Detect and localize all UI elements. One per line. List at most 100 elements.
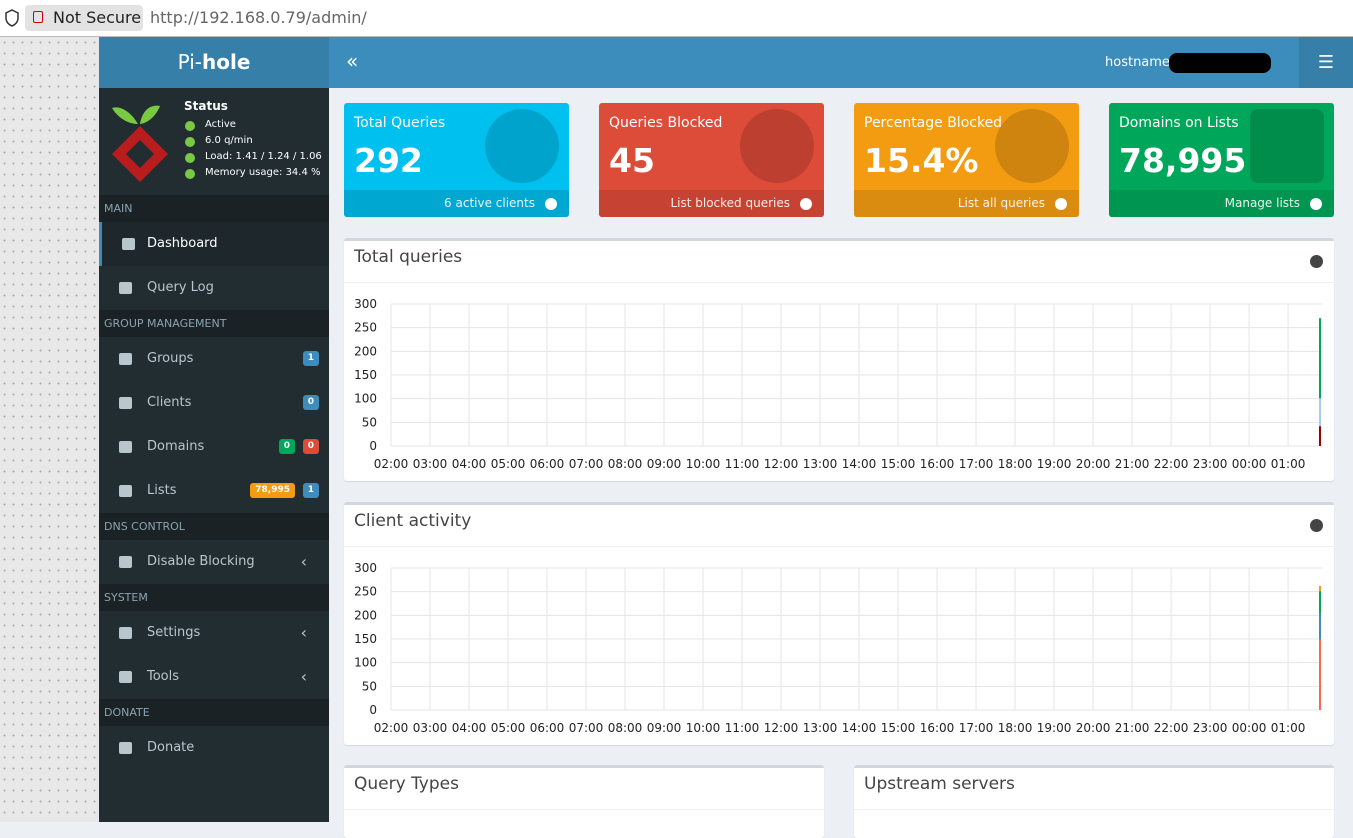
stat-footer[interactable]: 6 active clients (344, 190, 569, 217)
stat-icon (1250, 109, 1324, 183)
panel: Query Types (344, 765, 824, 838)
stat-footer[interactable]: Manage lists (1109, 190, 1334, 217)
status-icon (185, 137, 195, 147)
x-tick-label: 02:00 (374, 457, 409, 471)
menu-item[interactable]: Groups 1 (99, 337, 329, 381)
menu-icon (119, 397, 132, 409)
x-tick-label: 10:00 (686, 721, 721, 735)
x-tick-label: 20:00 (1076, 721, 1111, 735)
y-tick-label: 250 (354, 321, 377, 335)
x-tick-label: 15:00 (881, 457, 916, 471)
menu-item[interactable]: Tools ‹ (99, 655, 329, 699)
divider (344, 282, 1334, 283)
status-icon (185, 121, 195, 131)
x-tick-label: 12:00 (764, 721, 799, 735)
bar-segment (1319, 591, 1321, 614)
security-text: Not Secure (53, 8, 142, 27)
stat-title: Domains on Lists (1119, 115, 1239, 131)
redaction (1169, 53, 1271, 73)
menu-label: Donate (147, 740, 195, 755)
status-panel: Status Active 6.0 q/min Load: 1.41 / 1.24 … (99, 88, 329, 195)
stat-footer[interactable]: List blocked queries (599, 190, 824, 217)
x-tick-label: 01:00 (1271, 457, 1306, 471)
badge: 1 (302, 351, 319, 366)
chart-card: Client activity 0 50 100 150 200 250 300 02:00 03… (344, 502, 1334, 745)
url[interactable]: http://192.168.0.79/admin/ (150, 8, 367, 27)
menu-item[interactable]: Settings ‹ (99, 611, 329, 655)
menu-heading: MAIN (99, 195, 329, 222)
menu-icon (119, 353, 132, 365)
x-tick-label: 00:00 (1232, 721, 1267, 735)
stat-link[interactable]: List all queries (957, 196, 1045, 210)
info-icon[interactable] (1310, 255, 1323, 268)
bar-segment (1319, 613, 1321, 639)
menu-item[interactable]: Query Log (99, 266, 329, 310)
menu-item[interactable]: Dashboard (99, 222, 329, 266)
menu-label: Domains (147, 439, 205, 454)
x-tick-label: 05:00 (491, 457, 526, 471)
brand-bold: hole (202, 50, 251, 74)
x-tick-label: 21:00 (1115, 721, 1150, 735)
stat-link[interactable]: List blocked queries (670, 196, 790, 210)
x-tick-label: 22:00 (1154, 721, 1189, 735)
x-tick-label: 17:00 (959, 457, 994, 471)
shield-icon (5, 9, 19, 27)
x-tick-label: 23:00 (1193, 721, 1228, 735)
y-tick-label: 200 (354, 608, 377, 622)
sidebar-toggle[interactable]: « (346, 49, 359, 73)
x-tick-label: 03:00 (413, 721, 448, 735)
x-tick-label: 14:00 (842, 457, 877, 471)
panel-title: Upstream servers (864, 774, 1015, 794)
menu-label: Lists (147, 483, 177, 498)
menu-heading: SYSTEM (99, 584, 329, 611)
y-tick-label: 0 (369, 439, 377, 453)
menu-item[interactable]: Disable Blocking ‹ (99, 540, 329, 584)
divider (344, 809, 824, 810)
top-header: « hostname: ☰ (329, 37, 1353, 88)
stat-link[interactable]: 6 active clients (444, 196, 535, 210)
x-tick-label: 14:00 (842, 721, 877, 735)
stat-title: Queries Blocked (609, 115, 723, 131)
bar-segment (1319, 426, 1321, 446)
menu-item[interactable]: Lists 1 78,995 (99, 469, 329, 513)
menu-item[interactable]: Donate (99, 726, 329, 770)
stat-icon (740, 109, 814, 183)
badge: 78,995 (250, 483, 295, 498)
x-tick-label: 13:00 (803, 457, 838, 471)
x-tick-label: 08:00 (608, 721, 643, 735)
stat-icon (995, 109, 1069, 183)
y-tick-label: 100 (354, 392, 377, 406)
y-tick-label: 200 (354, 344, 377, 358)
x-tick-label: 11:00 (725, 721, 760, 735)
info-icon[interactable] (1310, 519, 1323, 532)
bar-segment (1319, 585, 1321, 592)
bar-segment (1319, 639, 1321, 710)
x-tick-label: 19:00 (1037, 457, 1072, 471)
status-text: Load: 1.41 / 1.24 / 1.06 (205, 151, 322, 162)
menu-button[interactable]: ☰ (1299, 37, 1353, 88)
stat-box: Percentage Blocked 15.4% List all queries (854, 103, 1079, 217)
security-pill[interactable]: Not Secure (25, 5, 143, 31)
menu-label: Query Log (147, 280, 214, 295)
arrow-icon (545, 198, 557, 210)
stat-box: Domains on Lists 78,995 Manage lists (1109, 103, 1334, 217)
x-tick-label: 12:00 (764, 457, 799, 471)
hostname-label: hostname: (1105, 55, 1175, 70)
stat-footer[interactable]: List all queries (854, 190, 1079, 217)
chart-title: Total queries (354, 247, 463, 267)
chevron: ‹ (300, 667, 307, 686)
menu-item[interactable]: Clients 0 (99, 381, 329, 425)
x-tick-label: 09:00 (647, 721, 682, 735)
panel: Upstream servers (854, 765, 1334, 838)
x-tick-label: 00:00 (1232, 457, 1267, 471)
brand[interactable]: Pi-hole (99, 37, 329, 88)
stat-icon (485, 109, 559, 183)
arrow-icon (800, 198, 812, 210)
menu-item[interactable]: Domains 0 0 (99, 425, 329, 469)
x-tick-label: 09:00 (647, 457, 682, 471)
x-tick-label: 03:00 (413, 457, 448, 471)
divider (854, 809, 1334, 810)
x-tick-label: 10:00 (686, 457, 721, 471)
stat-link[interactable]: Manage lists (1224, 196, 1300, 210)
stat-title: Total Queries (354, 115, 446, 131)
